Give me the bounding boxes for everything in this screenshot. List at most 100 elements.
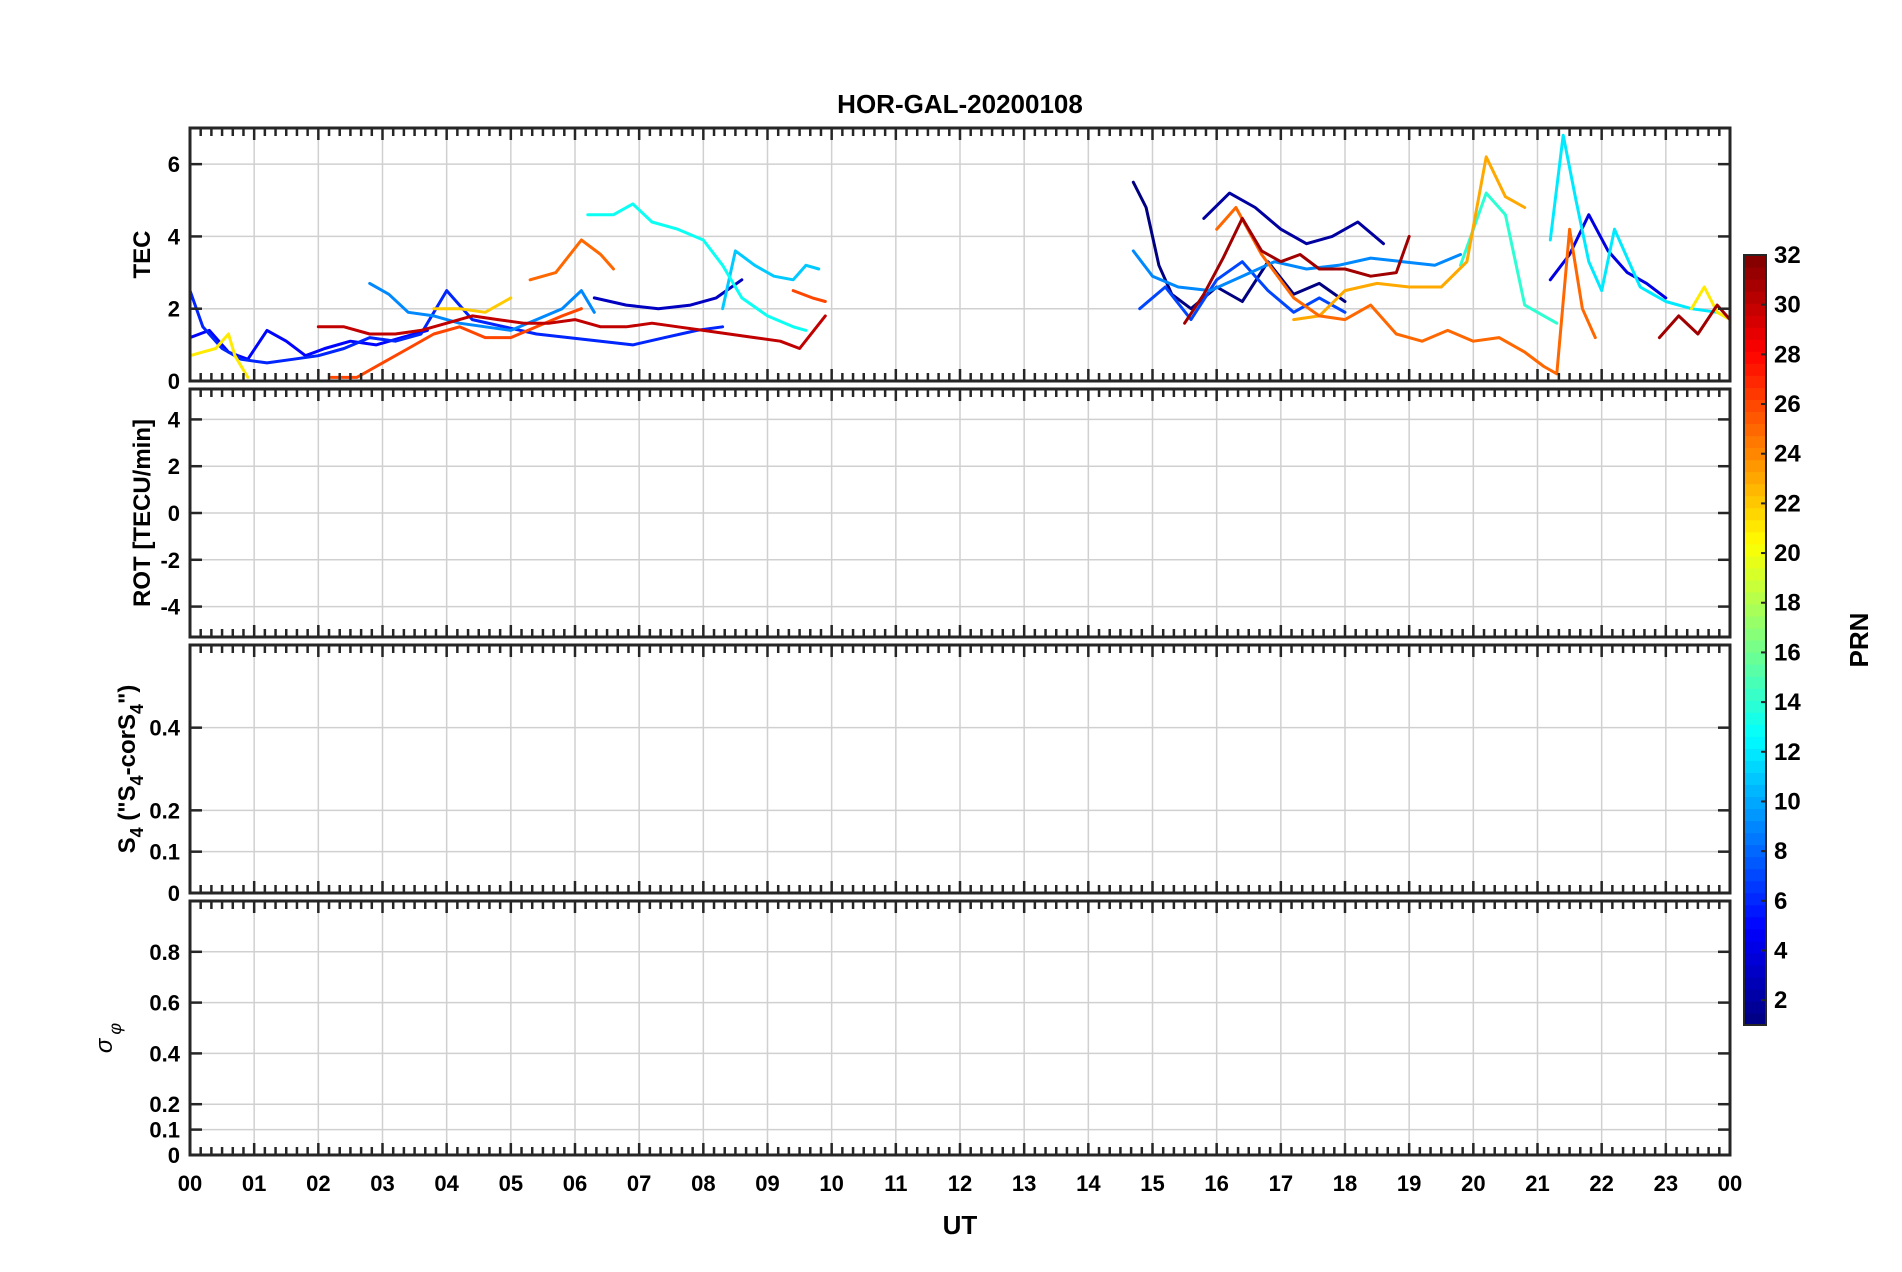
y-tick-label: 0: [168, 501, 180, 526]
y-tick-label: 0.1: [149, 1118, 180, 1143]
colorbar-tick-label: 12: [1774, 739, 1801, 766]
panel-rot: -4 -2 0 2 4 ROT [TECU/min]: [129, 387, 1732, 639]
colorbar-swatch: [1744, 291, 1766, 304]
panel-tec: 0 2 4 6 TEC: [129, 126, 1732, 394]
x-tick-label: 05: [499, 1171, 523, 1196]
colorbar-swatch: [1744, 748, 1766, 761]
colorbar-swatch: [1744, 844, 1766, 858]
colorbar-swatch: [1744, 411, 1766, 425]
x-tick-label: 22: [1589, 1171, 1613, 1196]
colorbar-swatch: [1744, 579, 1766, 593]
x-tick-label: 06: [563, 1171, 587, 1196]
colorbar-tick-label: 14: [1774, 689, 1801, 716]
colorbar-swatch: [1744, 760, 1766, 773]
y-tick-label: 2: [168, 454, 180, 479]
colorbar-swatch: [1744, 531, 1766, 545]
y-tick-label: 4: [168, 224, 181, 249]
colorbar-swatch: [1744, 964, 1766, 978]
colorbar-tick-label: 26: [1774, 391, 1801, 418]
x-tick-label: 23: [1654, 1171, 1678, 1196]
colorbar-swatch: [1744, 736, 1766, 749]
series-line-prn-5: [190, 328, 429, 361]
colorbar-frame: [1743, 254, 1767, 1026]
colorbar-swatch: [1744, 808, 1766, 822]
y-tick-label: 0.8: [149, 940, 180, 965]
series-line-prn-4: [1548, 213, 1668, 300]
x-tick-label: 07: [627, 1171, 651, 1196]
x-tick-label: 16: [1204, 1171, 1228, 1196]
x-tick-label: 21: [1525, 1171, 1549, 1196]
x-tick-label: 13: [1012, 1171, 1036, 1196]
colorbar-swatch: [1744, 495, 1766, 509]
y-tick-label: 0.4: [149, 716, 180, 741]
colorbar-swatch: [1744, 255, 1766, 268]
colorbar-swatch: [1744, 603, 1766, 617]
y-axis-label-s4: S4 ("S4-corS4"): [114, 685, 147, 854]
colorbar-swatch: [1744, 339, 1766, 352]
panel-frame: [188, 387, 1732, 639]
y-tick-label: 6: [168, 152, 180, 177]
colorbar-swatch: [1744, 315, 1766, 328]
x-tick-label: 14: [1076, 1171, 1101, 1196]
colorbar-swatch: [1744, 615, 1766, 629]
series-group: [190, 133, 1730, 379]
panel-frame: [188, 899, 1732, 1157]
colorbar-tick-label: 22: [1774, 490, 1801, 517]
series-line-prn-6: [190, 289, 725, 365]
series-line-prn-21: [190, 332, 250, 379]
y-tick-label: 0: [168, 881, 180, 906]
x-tick-label: 18: [1333, 1171, 1357, 1196]
colorbar-swatch: [1744, 567, 1766, 581]
colorbar-tick-label: 4: [1774, 937, 1788, 964]
colorbar-swatch: [1744, 363, 1766, 376]
colorbar-swatch: [1744, 519, 1766, 533]
x-tick-label: 20: [1461, 1171, 1485, 1196]
series-line-prn-2: [1202, 191, 1385, 246]
colorbar-swatch: [1744, 471, 1766, 485]
panel-frame: [188, 643, 1732, 895]
colorbar-swatch: [1744, 892, 1766, 906]
colorbar-swatch: [1744, 868, 1766, 882]
colorbar-swatch: [1744, 327, 1766, 340]
colorbar-swatch: [1744, 988, 1766, 1002]
x-tick-label: 08: [691, 1171, 715, 1196]
y-tick-label: 0: [168, 369, 180, 394]
colorbar-swatch: [1744, 916, 1766, 930]
colorbar-swatch: [1744, 507, 1766, 521]
series-line-prn-21: [1690, 285, 1730, 322]
x-tick-label: 00: [1718, 1171, 1742, 1196]
colorbar-swatch: [1744, 940, 1766, 954]
y-tick-label: 0.6: [149, 991, 180, 1016]
series-line-prn-31: [1183, 216, 1411, 325]
colorbar-swatch: [1744, 880, 1766, 894]
colorbar-tick-label: 10: [1774, 788, 1801, 815]
colorbar-swatch: [1744, 627, 1766, 641]
colorbar-tick-label: 32: [1774, 242, 1801, 269]
series-line-prn-25: [528, 238, 615, 282]
colorbar-swatch: [1744, 676, 1766, 689]
colorbar-swatch: [1744, 820, 1766, 834]
colorbar-tick-label: 28: [1774, 341, 1801, 368]
x-tick-label: 15: [1140, 1171, 1164, 1196]
colorbar-tick-label: 16: [1774, 639, 1801, 666]
colorbar-swatch: [1744, 375, 1766, 388]
x-tick-label: 17: [1269, 1171, 1293, 1196]
colorbar-swatch: [1744, 832, 1766, 846]
colorbar-swatch: [1744, 423, 1766, 437]
y-axis-label-tec: TEC: [129, 231, 156, 279]
colorbar-tick-label: 6: [1774, 888, 1787, 915]
y-axis-label-rot: ROT [TECU/min]: [129, 419, 156, 607]
colorbar-swatch: [1744, 447, 1766, 461]
colorbar-swatch: [1744, 1000, 1766, 1014]
x-tick-label: 03: [370, 1171, 394, 1196]
y-tick-label: 4: [168, 407, 181, 432]
y-tick-label: 2: [168, 297, 180, 322]
y-tick-label: 0.4: [149, 1041, 180, 1066]
y-tick-label: 0.1: [149, 840, 180, 865]
y-axis-label-sigphi: σφ: [91, 1023, 125, 1053]
x-axis-label: UT: [943, 1210, 978, 1240]
colorbar-swatch: [1744, 483, 1766, 497]
colorbar-swatch: [1744, 640, 1766, 653]
colorbar-swatch: [1744, 904, 1766, 918]
